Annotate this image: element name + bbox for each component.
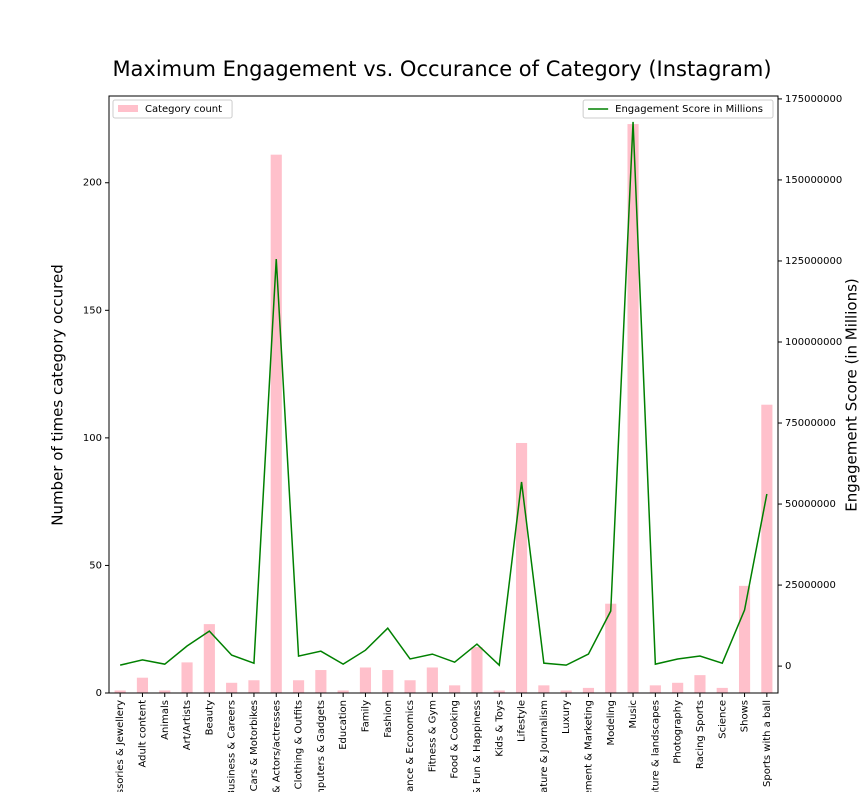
x-tick-label: Cinema & Actors/actresses — [271, 700, 282, 792]
bar — [694, 675, 706, 693]
bar — [538, 685, 550, 693]
y-tick-label: 50 — [89, 560, 102, 571]
y-tick-label: 150 — [83, 305, 102, 316]
x-tick-label: Lifestyle — [517, 700, 528, 742]
x-tick-label: Family — [360, 700, 371, 732]
y2-tick-label: 150000000 — [785, 175, 842, 186]
line — [119, 121, 768, 667]
bar — [738, 585, 751, 693]
bar — [582, 687, 595, 693]
legend-swatch — [118, 105, 138, 112]
bar — [761, 404, 773, 693]
bar — [471, 647, 483, 693]
legend-box — [582, 99, 774, 119]
x-tick-label: Literature & Journalism — [539, 700, 550, 792]
bar — [315, 670, 327, 693]
x-tick-label: Kids & Toys — [494, 700, 505, 757]
x-tick-label: Nature & landscapes — [650, 700, 661, 792]
y-tick-label: 100 — [83, 433, 102, 444]
bar — [672, 682, 684, 693]
x-tick-label: Modeling — [606, 700, 617, 746]
x-tick-label: Art/Artists — [182, 700, 193, 750]
x-tick-label: Animals — [160, 700, 171, 740]
plot-frame — [108, 95, 779, 694]
x-tick-label: Management & Marketing — [583, 700, 594, 792]
x-tick-label: Cars & Motorbikes — [249, 700, 260, 791]
x-tick-label: Shows — [740, 700, 751, 732]
x-tick-label: Food & Cooking — [450, 700, 461, 779]
x-tick-label: Racing Sports — [695, 700, 706, 769]
bar — [159, 690, 171, 693]
bar — [337, 690, 349, 693]
y2-tick-label: 175000000 — [785, 94, 842, 105]
y2-tick-label: 50000000 — [785, 499, 836, 510]
bar — [426, 667, 438, 693]
x-tick-label: Humor & Fun & Happiness — [472, 700, 483, 792]
bar — [605, 603, 617, 693]
x-tick-label: Adult content — [137, 700, 148, 768]
bar — [649, 685, 661, 693]
y-tick-label: 200 — [83, 178, 102, 189]
bar — [226, 682, 238, 693]
bar — [627, 124, 639, 694]
bar — [136, 677, 149, 693]
x-tick-label: Beauty — [204, 700, 215, 735]
y2-axis-label: Engagement Score (in Millions) — [843, 278, 861, 511]
bar — [404, 680, 416, 693]
bar — [248, 680, 260, 693]
x-tick-label: Sports with a ball — [762, 700, 773, 787]
x-tick-label: Luxury — [561, 700, 572, 734]
bar — [203, 624, 215, 693]
x-tick-label: Clothing & Outfits — [294, 700, 305, 789]
x-tick-label: Education — [338, 700, 349, 750]
y2-tick-label: 125000000 — [785, 256, 842, 267]
bar — [292, 680, 305, 693]
x-tick-label: Accessories & Jewellery — [115, 700, 126, 792]
bar — [270, 154, 282, 693]
x-tick-label: Finance & Economics — [405, 700, 416, 792]
bar — [114, 690, 126, 693]
x-tick-label: Music — [628, 700, 639, 728]
bar — [493, 690, 505, 693]
x-tick-label: Business & Careers — [227, 700, 238, 792]
y-axis-label: Number of times category occured — [49, 264, 67, 526]
bar — [515, 442, 528, 693]
bar — [560, 690, 572, 693]
x-tick-label: Science — [717, 700, 728, 739]
y2-tick-label: 25000000 — [785, 580, 836, 591]
bar — [359, 667, 372, 693]
x-tick-label: Fashion — [383, 700, 394, 738]
x-tick-label: Photography — [673, 700, 684, 764]
y2-tick-label: 100000000 — [785, 337, 842, 348]
bar — [449, 685, 461, 693]
x-tick-label: Computers & Gadgets — [316, 700, 327, 792]
bar — [716, 687, 728, 693]
legend-box — [112, 99, 233, 119]
legend-label: Category count — [145, 104, 222, 115]
bar — [181, 662, 193, 693]
y2-tick-label: 75000000 — [785, 418, 836, 429]
legend-label: Engagement Score in Millions — [615, 104, 763, 115]
x-tick-label: Fitness & Gym — [427, 700, 438, 772]
y2-tick-label: 0 — [785, 661, 791, 672]
bar — [382, 670, 394, 693]
y-tick-label: 0 — [96, 688, 102, 699]
chart-title: Maximum Engagement vs. Occurance of Cate… — [112, 57, 771, 81]
